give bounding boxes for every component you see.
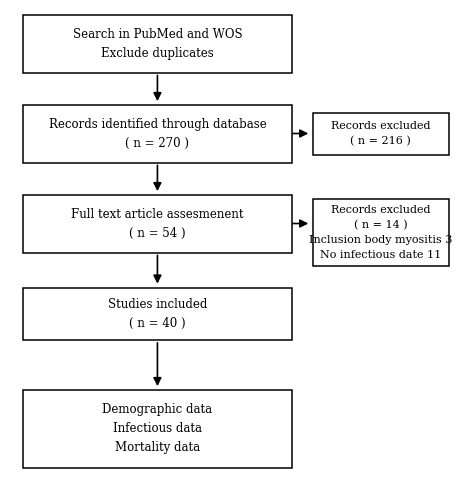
Text: Demographic data
Infectious data
Mortality data: Demographic data Infectious data Mortali… xyxy=(102,403,213,454)
Text: Records excluded
( n = 14 )
Inclusion body myositis 3
No infectious date 11: Records excluded ( n = 14 ) Inclusion bo… xyxy=(309,205,452,260)
Text: Records excluded
( n = 216 ): Records excluded ( n = 216 ) xyxy=(331,121,431,146)
Text: Records identified through database
( n = 270 ): Records identified through database ( n … xyxy=(49,118,266,150)
FancyBboxPatch shape xyxy=(23,390,292,468)
FancyBboxPatch shape xyxy=(23,195,292,252)
FancyBboxPatch shape xyxy=(23,105,292,162)
FancyBboxPatch shape xyxy=(23,15,292,72)
Text: Full text article assesmenent
( n = 54 ): Full text article assesmenent ( n = 54 ) xyxy=(71,208,244,240)
Text: Studies included
( n = 40 ): Studies included ( n = 40 ) xyxy=(108,298,207,330)
FancyBboxPatch shape xyxy=(313,198,449,266)
FancyBboxPatch shape xyxy=(23,288,292,340)
Text: Search in PubMed and WOS
Exclude duplicates: Search in PubMed and WOS Exclude duplica… xyxy=(73,28,242,60)
FancyBboxPatch shape xyxy=(313,112,449,155)
